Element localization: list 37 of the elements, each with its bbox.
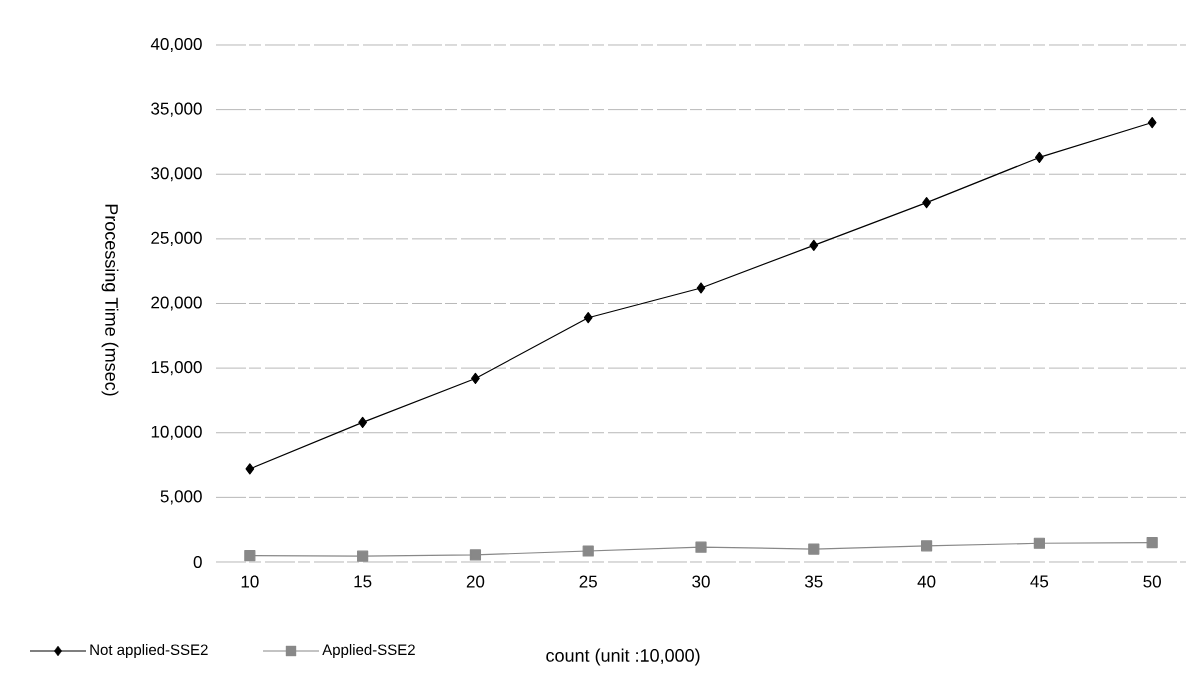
y-tick-label: 15,000: [151, 361, 202, 376]
y-tick-label: 25,000: [151, 231, 202, 246]
y-tick-label: 35,000: [151, 102, 202, 117]
x-tick-label: 10: [241, 575, 259, 588]
x-tick-label: 30: [692, 575, 710, 588]
point: [695, 541, 707, 553]
point: [582, 545, 594, 557]
y-tick-label: 10,000: [151, 425, 202, 440]
point: [696, 282, 706, 294]
y-tick-label: 30,000: [151, 167, 202, 182]
x-tick-label: 35: [804, 575, 823, 588]
x-tick-label: 40: [917, 575, 936, 588]
point: [357, 550, 369, 562]
y-tick-label: 20,000: [151, 296, 202, 311]
x-tick-label: 15: [354, 575, 372, 588]
point: [244, 549, 256, 562]
point: [1146, 537, 1158, 549]
x-axis-title: count (unit :10,000): [546, 648, 700, 666]
point: [809, 239, 819, 251]
point: [583, 312, 593, 324]
point: [808, 543, 820, 555]
y-axis-title: Processing Time (msec): [101, 204, 119, 396]
point: [1033, 537, 1045, 549]
point: [1147, 116, 1157, 129]
y-tick-label: 40,000: [150, 37, 202, 53]
x-tick-label: 20: [466, 575, 485, 588]
x-tick-label: 50: [1143, 575, 1161, 588]
x-tick-label: 25: [579, 575, 597, 588]
y-tick-label: 5,000: [160, 490, 202, 505]
x-tick-label: 45: [1030, 575, 1049, 588]
point: [920, 540, 933, 552]
point: [922, 197, 931, 209]
legend-label: Applied-SSE2: [322, 644, 415, 658]
legend-label: Not applied-SSE2: [90, 644, 208, 658]
point: [469, 549, 482, 561]
y-tick-label: 0: [193, 555, 202, 569]
point: [245, 463, 255, 475]
